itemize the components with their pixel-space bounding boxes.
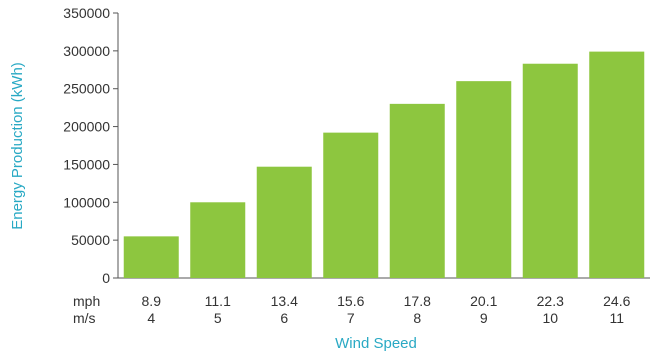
x-tick-label-ms: 8: [413, 310, 421, 326]
bar: [389, 103, 445, 278]
x-tick-label-ms: 7: [347, 310, 355, 326]
x-tick-label-ms: 5: [214, 310, 222, 326]
x-tick-label-mph: 22.3: [537, 293, 564, 309]
x-tick-label-ms: 10: [542, 310, 558, 326]
x-tick-label-ms: 11: [609, 310, 624, 326]
unit-label-ms: m/s: [73, 310, 96, 326]
x-tick-label-mph: 8.9: [142, 293, 162, 309]
y-tick-label: 0: [102, 270, 110, 286]
y-tick-label: 350000: [63, 5, 110, 21]
x-axis-title: Wind Speed: [335, 335, 417, 352]
bar: [522, 63, 578, 278]
x-tick-label-ms: 9: [480, 310, 488, 326]
x-tick-label-mph: 15.6: [337, 293, 364, 309]
bar: [256, 166, 312, 278]
y-tick-label: 300000: [63, 43, 110, 59]
x-tick-label-ms: 4: [147, 310, 155, 326]
plot-area: 0 50000 100000 150000 200000 250000 300000 3500…: [63, 5, 650, 326]
x-tick-label-mph: 13.4: [271, 293, 298, 309]
bar: [589, 51, 645, 278]
bar: [123, 236, 179, 278]
y-tick-label: 50000: [71, 232, 110, 248]
y-tick-label: 200000: [63, 119, 110, 135]
bar: [190, 202, 246, 278]
x-tick-label-mph: 17.8: [404, 293, 431, 309]
bar: [323, 132, 379, 278]
y-tick-label: 100000: [63, 194, 110, 210]
bar: [456, 81, 512, 279]
x-tick-label-ms: 6: [280, 310, 288, 326]
y-tick-label: 250000: [63, 81, 110, 97]
y-axis-title: Energy Production (kWh): [9, 62, 26, 230]
y-tick-label: 150000: [63, 156, 110, 172]
unit-label-mph: mph: [73, 293, 100, 309]
x-tick-label-mph: 24.6: [603, 293, 630, 309]
x-tick-label-mph: 20.1: [470, 293, 497, 309]
x-tick-label-mph: 11.1: [205, 293, 231, 309]
